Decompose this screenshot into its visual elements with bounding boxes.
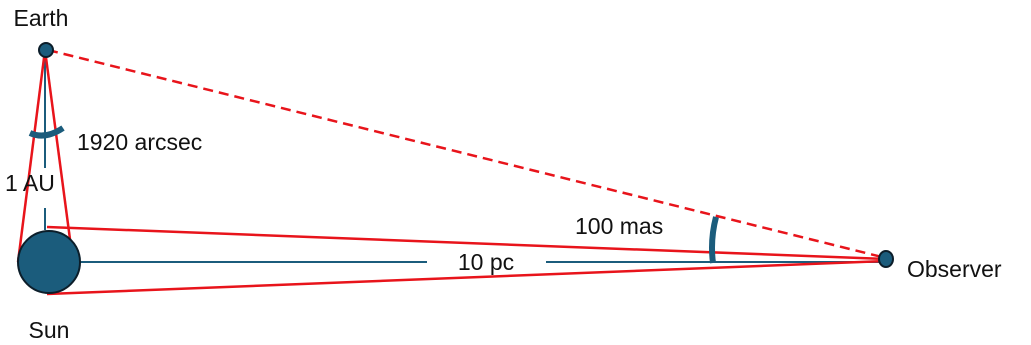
sun-label: Sun (29, 317, 70, 343)
mas-label: 100 mas (575, 213, 663, 239)
observer-beam-top (46, 225, 887, 261)
earth-label: Earth (14, 5, 69, 31)
one-au-label: 1 AU (5, 170, 55, 196)
observer-label: Observer (907, 256, 1002, 282)
observer-angle-arc (709, 216, 719, 264)
earth-angle-arc (28, 125, 65, 139)
arcsec-label: 1920 arcsec (77, 129, 202, 155)
distance-label: 10 pc (458, 249, 514, 275)
observer-beam-bottom (46, 259, 887, 296)
sun-icon (17, 230, 81, 294)
earth-icon (38, 42, 54, 58)
observer-icon (878, 250, 894, 268)
earth-beam-left (16, 49, 47, 263)
